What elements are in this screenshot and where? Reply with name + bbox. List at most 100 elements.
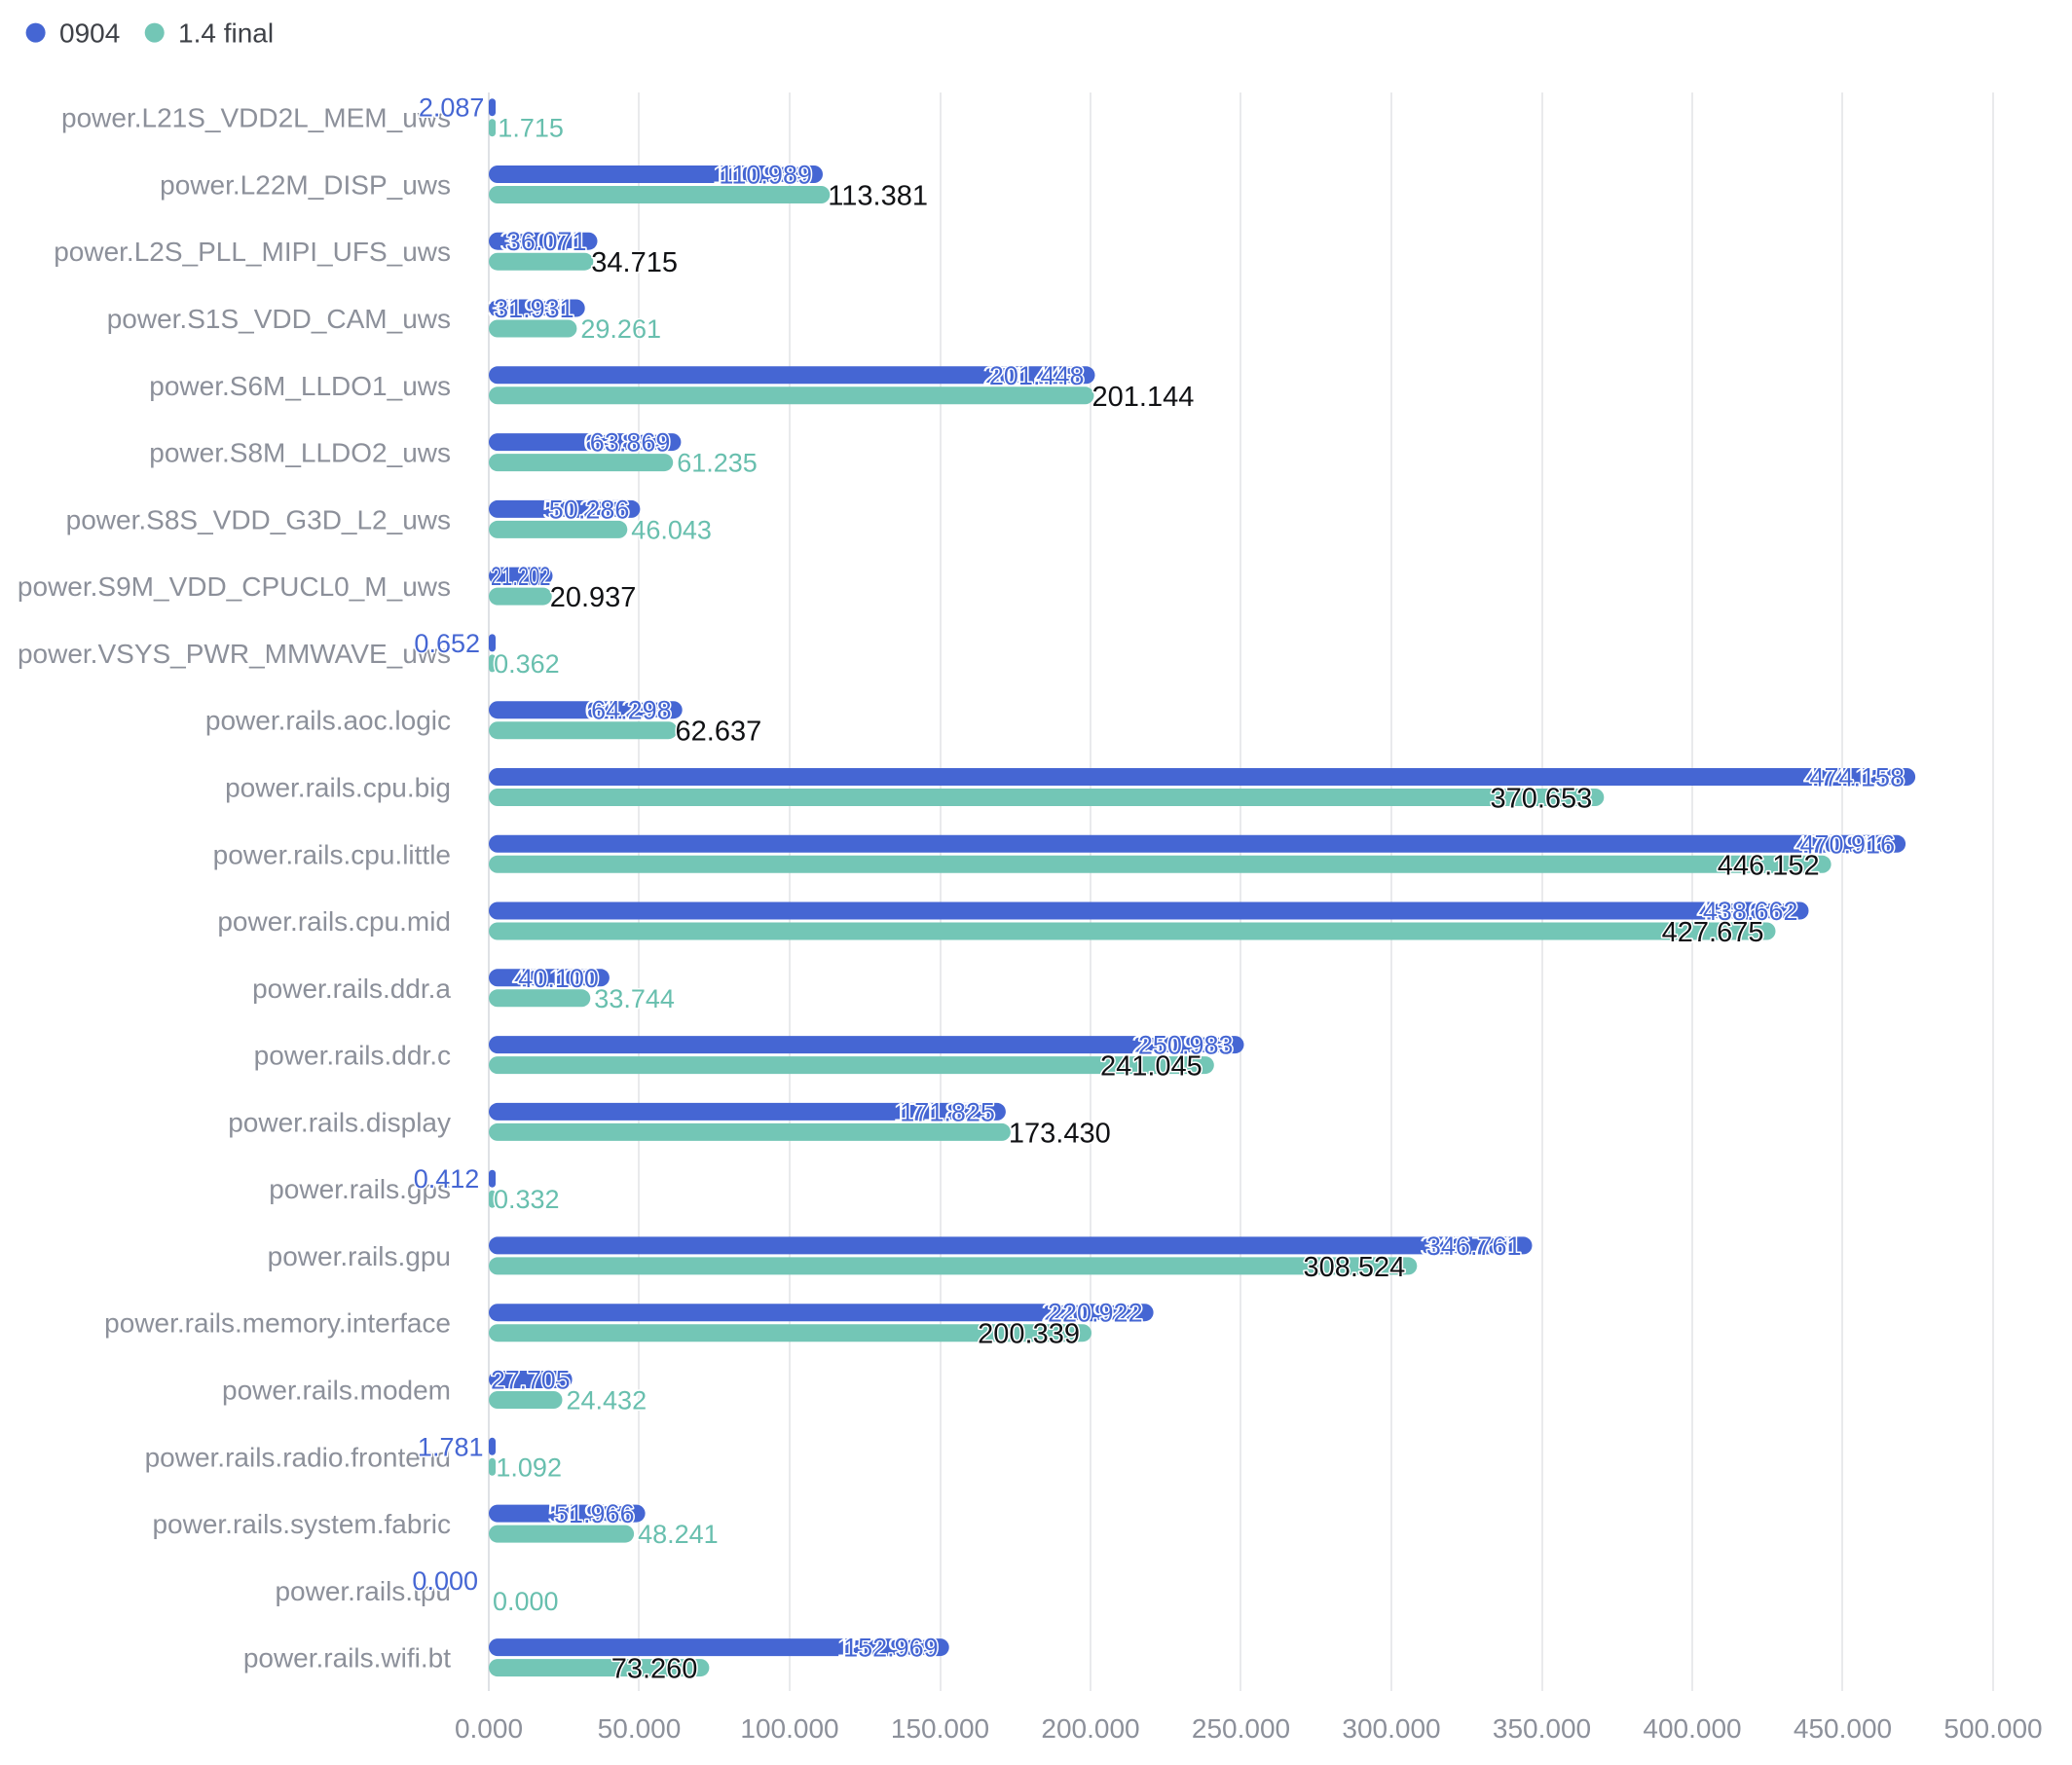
- svg-text:250.000: 250.000: [1192, 1713, 1290, 1744]
- svg-text:power.L2S_PLL_MIPI_UFS_uws: power.L2S_PLL_MIPI_UFS_uws: [54, 237, 451, 267]
- svg-text:470.916: 470.916: [1793, 829, 1888, 859]
- svg-text:62.637: 62.637: [676, 717, 762, 748]
- svg-text:power.rails.cpu.mid: power.rails.cpu.mid: [217, 906, 451, 937]
- svg-text:power.rails.gps: power.rails.gps: [269, 1174, 451, 1204]
- svg-text:power.rails.gpu: power.rails.gpu: [268, 1241, 451, 1271]
- svg-text:470.916: 470.916: [1799, 829, 1895, 859]
- svg-text:241.045: 241.045: [1100, 1051, 1202, 1083]
- svg-text:201.448: 201.448: [982, 361, 1078, 390]
- svg-text:0.000: 0.000: [493, 1587, 559, 1616]
- svg-text:200.339: 200.339: [978, 1319, 1080, 1350]
- svg-text:152.969: 152.969: [843, 1634, 939, 1663]
- svg-text:power.rails.memory.interface: power.rails.memory.interface: [104, 1308, 451, 1339]
- svg-text:1.4 final: 1.4 final: [178, 18, 274, 49]
- svg-text:power.rails.ddr.a: power.rails.ddr.a: [252, 974, 451, 1004]
- svg-text:power.rails.cpu.little: power.rails.cpu.little: [213, 839, 451, 869]
- svg-text:power.rails.ddr.c: power.rails.ddr.c: [254, 1041, 451, 1071]
- svg-text:0.652: 0.652: [414, 629, 480, 658]
- svg-text:474.158: 474.158: [1802, 763, 1898, 792]
- svg-text:110.989: 110.989: [712, 161, 805, 190]
- svg-text:power.S8M_LLDO2_uws: power.S8M_LLDO2_uws: [149, 438, 451, 468]
- svg-text:power.S1S_VDD_CAM_uws: power.S1S_VDD_CAM_uws: [107, 304, 451, 334]
- svg-text:1.715: 1.715: [498, 114, 564, 143]
- svg-text:51.966: 51.966: [554, 1499, 635, 1528]
- svg-text:50.000: 50.000: [598, 1713, 682, 1744]
- svg-text:73.260: 73.260: [611, 1654, 698, 1685]
- svg-text:64.298: 64.298: [584, 696, 665, 725]
- svg-text:0904: 0904: [59, 18, 120, 49]
- svg-text:346.761: 346.761: [1426, 1232, 1522, 1261]
- svg-text:64.298: 64.298: [591, 696, 672, 725]
- svg-text:27.705: 27.705: [491, 1366, 571, 1395]
- svg-text:63.869: 63.869: [583, 428, 664, 458]
- svg-text:308.524: 308.524: [1303, 1252, 1405, 1283]
- svg-text:63.869: 63.869: [590, 428, 671, 458]
- svg-text:0.412: 0.412: [414, 1164, 480, 1194]
- svg-text:171.825: 171.825: [893, 1097, 988, 1126]
- svg-text:51.966: 51.966: [547, 1499, 628, 1528]
- svg-text:power.S6M_LLDO1_uws: power.S6M_LLDO1_uws: [149, 371, 451, 401]
- svg-text:150.000: 150.000: [891, 1713, 989, 1744]
- svg-text:370.653: 370.653: [1490, 784, 1592, 815]
- svg-text:power.rails.display: power.rails.display: [228, 1107, 451, 1137]
- svg-text:power.S9M_VDD_CPUCL0_M_uws: power.S9M_VDD_CPUCL0_M_uws: [18, 571, 451, 602]
- svg-text:110.989: 110.989: [719, 161, 812, 190]
- svg-text:200.000: 200.000: [1041, 1713, 1139, 1744]
- svg-text:power.L21S_VDD2L_MEM_uws: power.L21S_VDD2L_MEM_uws: [61, 103, 451, 133]
- svg-text:21.202: 21.202: [491, 562, 551, 591]
- svg-text:427.675: 427.675: [1662, 917, 1764, 948]
- svg-text:350.000: 350.000: [1493, 1713, 1591, 1744]
- svg-text:152.969: 152.969: [836, 1634, 932, 1663]
- svg-text:100.000: 100.000: [740, 1713, 838, 1744]
- svg-text:346.761: 346.761: [1420, 1232, 1515, 1261]
- svg-text:0.000: 0.000: [412, 1566, 478, 1596]
- svg-text:24.432: 24.432: [567, 1386, 648, 1416]
- svg-text:438.662: 438.662: [1703, 897, 1798, 926]
- svg-text:438.662: 438.662: [1696, 897, 1792, 926]
- svg-text:113.381: 113.381: [828, 181, 928, 212]
- svg-text:40.100: 40.100: [511, 964, 592, 993]
- svg-text:300.000: 300.000: [1342, 1713, 1440, 1744]
- svg-text:power.L22M_DISP_uws: power.L22M_DISP_uws: [160, 170, 451, 201]
- svg-text:1.092: 1.092: [496, 1452, 562, 1482]
- svg-text:power.S8S_VDD_G3D_L2_uws: power.S8S_VDD_G3D_L2_uws: [66, 504, 451, 534]
- svg-text:1.781: 1.781: [418, 1432, 484, 1461]
- svg-text:0.362: 0.362: [494, 649, 560, 679]
- svg-text:48.241: 48.241: [638, 1520, 719, 1549]
- svg-text:201.144: 201.144: [1092, 382, 1195, 413]
- svg-text:201.448: 201.448: [989, 361, 1085, 390]
- svg-text:40.100: 40.100: [518, 964, 599, 993]
- svg-text:33.744: 33.744: [594, 984, 675, 1013]
- svg-text:34.715: 34.715: [591, 247, 678, 278]
- svg-text:31.931: 31.931: [494, 294, 574, 323]
- svg-text:29.261: 29.261: [580, 314, 661, 344]
- svg-text:power.rails.tpu: power.rails.tpu: [275, 1576, 451, 1606]
- svg-text:power.rails.system.fabric: power.rails.system.fabric: [152, 1509, 451, 1539]
- svg-text:250.983: 250.983: [1138, 1031, 1234, 1060]
- svg-text:46.043: 46.043: [631, 515, 712, 544]
- svg-text:50.286: 50.286: [542, 495, 623, 524]
- svg-text:173.430: 173.430: [1009, 1118, 1111, 1149]
- svg-text:power.rails.wifi.bt: power.rails.wifi.bt: [243, 1643, 451, 1673]
- svg-text:450.000: 450.000: [1794, 1713, 1892, 1744]
- svg-text:power.rails.modem: power.rails.modem: [222, 1376, 451, 1406]
- svg-text:power.rails.cpu.big: power.rails.cpu.big: [225, 773, 451, 803]
- svg-text:20.937: 20.937: [550, 582, 637, 613]
- svg-text:220.922: 220.922: [1041, 1299, 1136, 1328]
- svg-text:500.000: 500.000: [1943, 1713, 2042, 1744]
- svg-text:power.rails.aoc.logic: power.rails.aoc.logic: [205, 706, 451, 736]
- svg-text:36.071: 36.071: [506, 227, 587, 256]
- svg-text:250.983: 250.983: [1131, 1031, 1227, 1060]
- svg-text:446.152: 446.152: [1718, 850, 1820, 881]
- svg-text:power.VSYS_PWR_MMWAVE_uws: power.VSYS_PWR_MMWAVE_uws: [18, 639, 451, 669]
- svg-text:31.931: 31.931: [487, 294, 568, 323]
- svg-text:220.922: 220.922: [1048, 1299, 1143, 1328]
- svg-text:power.rails.radio.frontend: power.rails.radio.frontend: [145, 1442, 451, 1472]
- svg-text:474.158: 474.158: [1809, 763, 1905, 792]
- svg-text:2.087: 2.087: [419, 93, 485, 123]
- svg-text:0.000: 0.000: [455, 1713, 523, 1744]
- svg-text:61.235: 61.235: [677, 449, 758, 478]
- svg-text:400.000: 400.000: [1643, 1713, 1741, 1744]
- svg-text:50.286: 50.286: [549, 495, 630, 524]
- svg-text:36.071: 36.071: [500, 227, 580, 256]
